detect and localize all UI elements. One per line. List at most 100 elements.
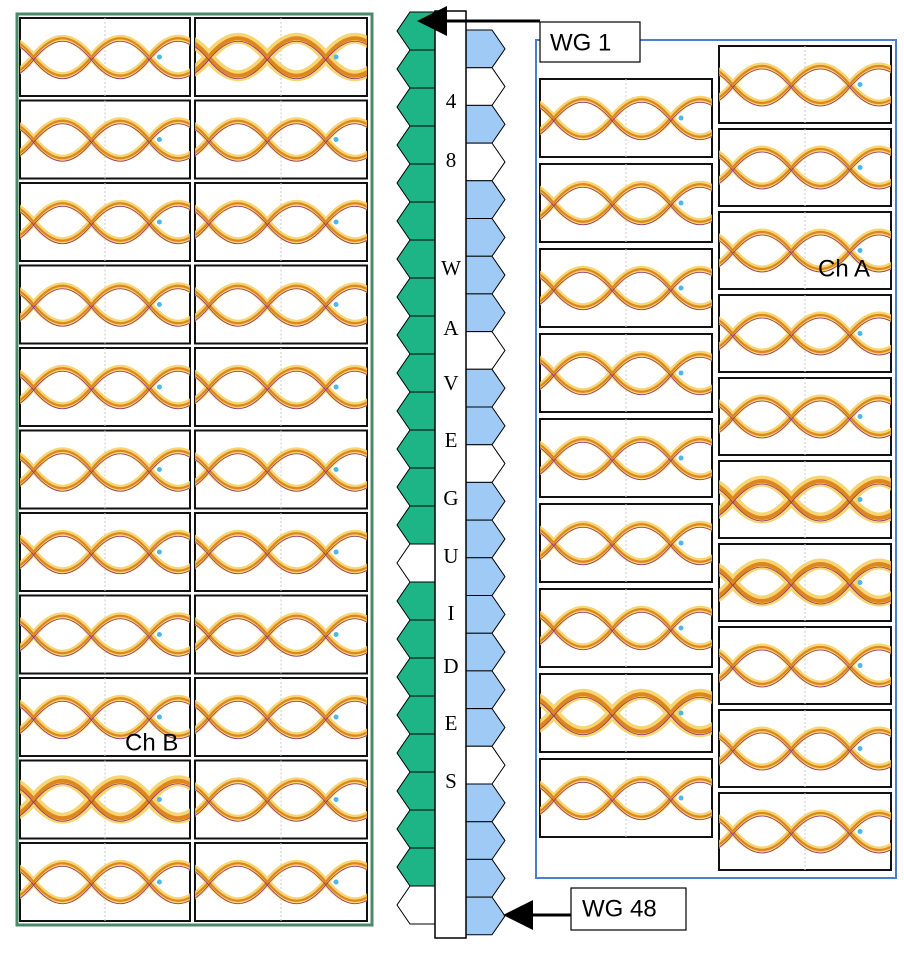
left-hexagon — [396, 391, 436, 431]
left-hexagon — [396, 847, 436, 887]
eye-pane — [194, 759, 368, 840]
eye-trace — [540, 674, 712, 752]
eye-edge — [719, 151, 891, 190]
waveguide-label: 4 8 W A V E G U I D E S — [441, 89, 461, 793]
eye-marker — [156, 384, 162, 390]
right-hexagon — [465, 481, 506, 521]
eye-core — [20, 119, 190, 160]
eye-core — [719, 147, 891, 188]
eye-trace — [719, 627, 891, 704]
right-hexagon — [465, 519, 506, 559]
right-hexagon — [465, 67, 506, 106]
eye-edge — [719, 566, 891, 605]
eye-pane — [19, 17, 191, 97]
eye-pane — [539, 333, 713, 413]
waveguide-letter: E — [445, 711, 458, 735]
eye-core — [719, 562, 891, 603]
eye-core — [719, 396, 891, 437]
eye-pane — [194, 429, 368, 510]
waveguide-letter: I — [448, 601, 455, 625]
left-hexagon — [396, 201, 436, 241]
eye-core — [20, 862, 190, 902]
eye-edge — [195, 123, 367, 162]
eye-marker — [156, 54, 162, 60]
eye-core — [20, 532, 190, 572]
eye-pane — [194, 264, 368, 345]
eye-core — [195, 697, 367, 737]
eye-pane — [194, 17, 368, 97]
eye-edge — [540, 271, 712, 311]
eye-marker — [333, 714, 339, 720]
eye-edge — [20, 123, 190, 162]
eye-edge — [20, 370, 190, 410]
eye-core — [195, 284, 367, 325]
eye-trace — [540, 334, 712, 412]
eye-core — [195, 862, 367, 902]
eye-trace — [195, 430, 367, 509]
eye-marker — [857, 746, 863, 751]
eye-marker — [857, 165, 863, 170]
left-hexagon — [396, 657, 436, 697]
eye-core — [719, 728, 891, 769]
eye-marker — [333, 302, 339, 307]
channel-b-label: Ch B — [125, 729, 178, 756]
eye-pane — [194, 842, 368, 922]
channel-a-label: Ch A — [818, 255, 870, 282]
eye-edge — [20, 535, 190, 575]
eye-pane — [19, 429, 191, 510]
eye-pane — [539, 673, 713, 753]
eye-core — [540, 692, 712, 734]
right-hexagon — [465, 29, 506, 69]
eye-core — [20, 284, 190, 325]
eye-marker — [156, 797, 162, 802]
eye-trace — [719, 46, 891, 123]
eye-marker — [156, 302, 162, 307]
eye-trace — [195, 265, 367, 344]
eye-core — [540, 438, 712, 478]
eye-marker — [156, 879, 162, 885]
eye-pane — [539, 588, 713, 668]
channel-a-box — [535, 39, 897, 879]
right-hexagon — [465, 218, 506, 257]
wg-first-box — [539, 21, 641, 63]
eye-core — [195, 202, 367, 242]
eye-marker — [156, 549, 162, 555]
eye-marker — [678, 540, 684, 546]
eye-edge — [719, 483, 891, 522]
left-hexagon — [396, 695, 436, 735]
eye-trace — [540, 164, 712, 242]
eye-edge — [540, 101, 712, 141]
eye-trace — [195, 843, 367, 921]
right-hexagon — [465, 142, 506, 182]
eye-trace — [719, 129, 891, 206]
eye-marker — [156, 714, 162, 720]
eye-edge — [540, 186, 712, 226]
eye-core — [20, 202, 190, 242]
eye-trace — [195, 513, 367, 591]
eye-pane — [19, 347, 191, 427]
eye-trace — [540, 419, 712, 497]
waveguide-letter: W — [441, 256, 461, 280]
right-hexagon — [465, 632, 506, 672]
eye-trace — [719, 295, 891, 372]
right-hexagon — [465, 896, 506, 936]
eye-trace — [20, 843, 190, 921]
left-hexagon — [396, 809, 436, 849]
waveguide-letter: S — [445, 769, 457, 793]
eye-edge — [195, 700, 367, 740]
eye-pane — [539, 758, 713, 838]
eye-core — [540, 523, 712, 563]
eye-marker — [333, 632, 339, 637]
eye-edge — [540, 356, 712, 396]
eye-trace — [20, 595, 190, 674]
eye-pane — [539, 503, 713, 583]
eye-diagrams — [19, 17, 892, 922]
left-hexagon — [396, 885, 436, 925]
eye-trace — [540, 79, 712, 157]
eye-edge — [195, 288, 367, 327]
eye-edge — [719, 649, 891, 688]
left-hexagon — [396, 467, 436, 507]
eye-pane — [19, 264, 191, 345]
eye-trace — [540, 504, 712, 582]
eye-core — [20, 778, 190, 821]
